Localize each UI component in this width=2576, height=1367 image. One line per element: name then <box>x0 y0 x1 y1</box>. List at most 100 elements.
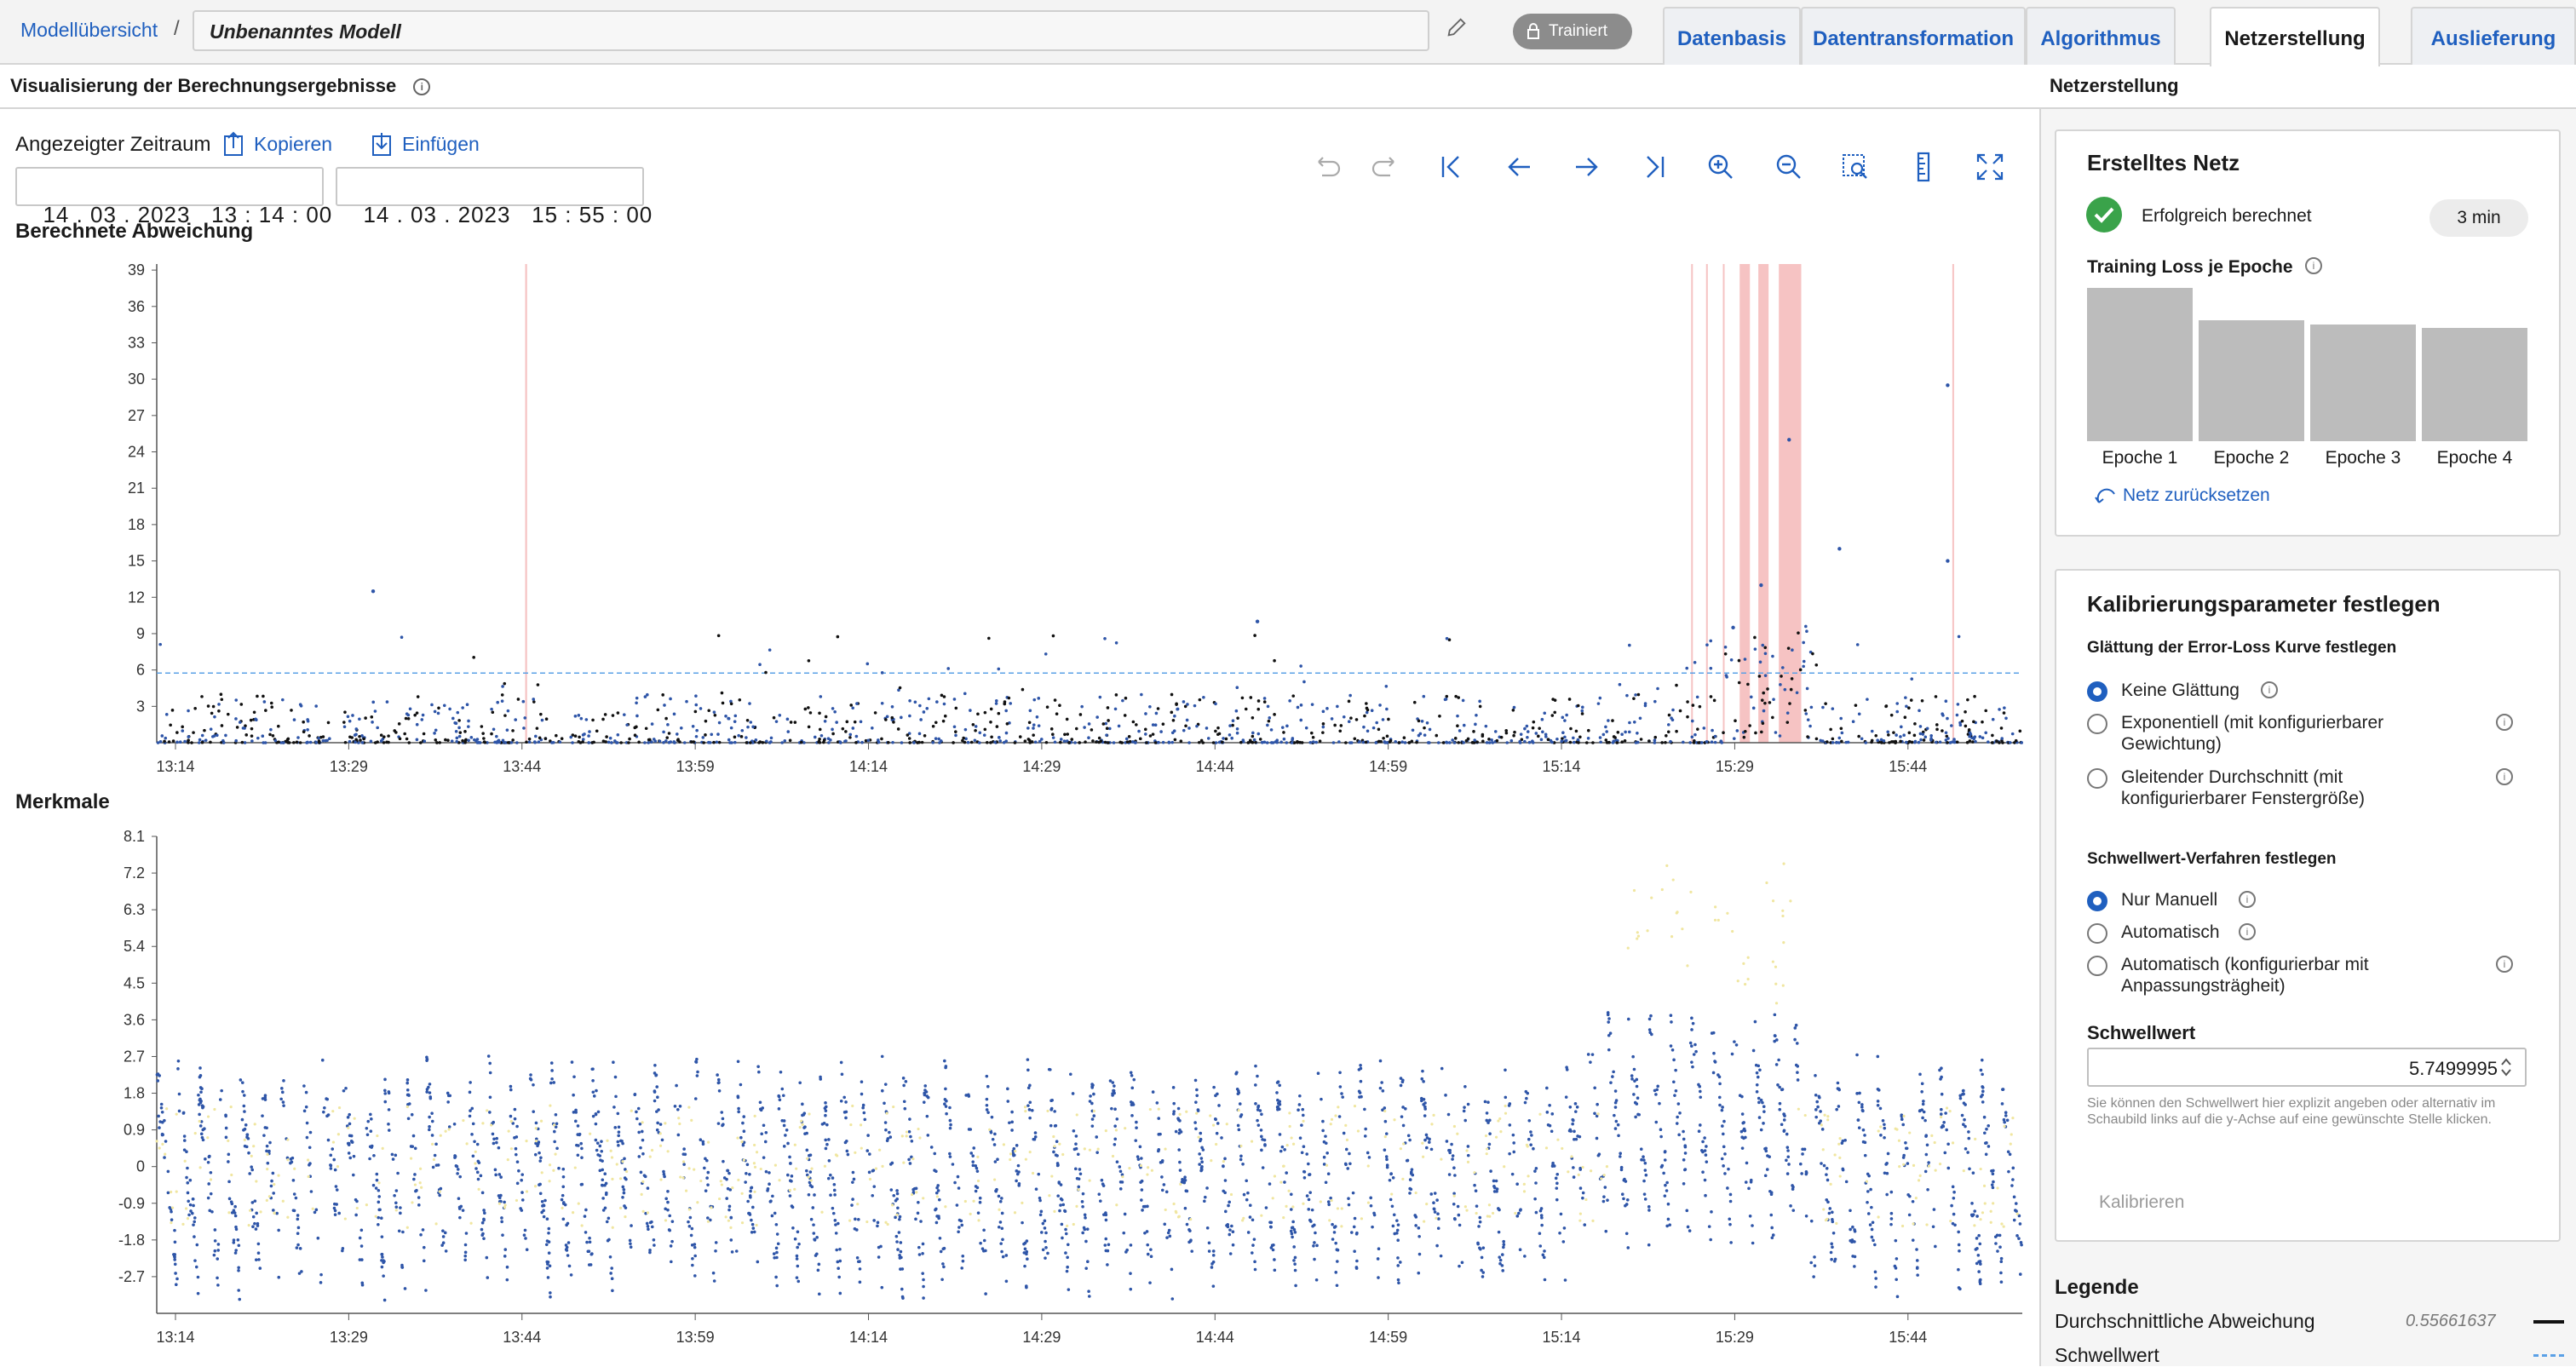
feature-point-secondary <box>720 1183 723 1186</box>
calibrate-button[interactable]: Kalibrieren <box>2099 1192 2185 1212</box>
radio-moving-average[interactable] <box>2087 768 2107 789</box>
radio-manual[interactable] <box>2087 891 2107 911</box>
feature-point <box>1999 1256 2004 1261</box>
features-chart[interactable]: 8.17.26.35.44.53.62.71.80.90-0.9-1.8-2.7… <box>0 818 2039 1366</box>
feature-point <box>1958 1287 1962 1291</box>
tab-datentransformation[interactable]: Datentransformation <box>1801 7 2026 65</box>
end-datetime-field[interactable]: 14 . 03 . 2023 15 : 55 : 00 <box>336 167 652 227</box>
feature-point <box>1860 1108 1865 1112</box>
feature-point <box>1300 1151 1304 1155</box>
deviation-point <box>295 740 299 744</box>
end-minute[interactable]: 55 <box>578 202 606 227</box>
end-year[interactable]: 2023 <box>457 202 511 227</box>
paste-icon[interactable] <box>371 131 394 157</box>
undo-icon[interactable] <box>1310 150 1344 184</box>
info-icon[interactable]: i <box>2496 956 2513 973</box>
tab-algorithmus[interactable]: Algorithmus <box>2026 7 2176 65</box>
feature-point <box>1498 1261 1502 1266</box>
redo-icon[interactable] <box>1368 150 1402 184</box>
deviation-point <box>1899 739 1902 744</box>
first-icon[interactable] <box>1435 150 1469 184</box>
deviation-point <box>919 718 923 721</box>
info-icon[interactable]: i <box>2261 681 2278 698</box>
start-year[interactable]: 2023 <box>137 202 191 227</box>
feature-point <box>807 1192 811 1197</box>
feature-point <box>2011 1166 2015 1170</box>
feature-point <box>2011 1178 2015 1181</box>
reset-net-button[interactable]: Netz zurücksetzen <box>2123 485 2270 505</box>
feature-point <box>895 1192 900 1196</box>
zoom-in-icon[interactable] <box>1704 150 1738 184</box>
radio-exponential[interactable] <box>2087 714 2107 734</box>
breadcrumb-model-overview[interactable]: Modellübersicht <box>20 19 158 41</box>
feature-point <box>182 1148 187 1152</box>
zoom-area-icon[interactable] <box>1838 150 1872 184</box>
start-datetime-field[interactable]: 14 . 03 . 2023 13 : 14 : 00 <box>15 167 331 227</box>
feature-point <box>957 1186 961 1190</box>
deviation-point <box>1855 643 1860 646</box>
feature-point <box>974 1189 978 1193</box>
info-icon[interactable]: i <box>413 78 431 96</box>
end-day[interactable]: 14 <box>363 202 390 227</box>
feature-point <box>1720 1157 1724 1161</box>
copy-button[interactable]: Kopieren <box>254 133 333 155</box>
deviation-point <box>1282 737 1286 741</box>
feature-point-secondary <box>810 1167 814 1170</box>
tab-auslieferung[interactable]: Auslieferung <box>2411 7 2576 65</box>
model-name-field[interactable]: Unbenanntes Modell <box>193 10 1429 51</box>
zoom-out-icon[interactable] <box>1772 150 1806 184</box>
deviation-point <box>451 716 455 721</box>
tab-datenbasis[interactable]: Datenbasis <box>1663 7 1801 65</box>
tab-netzerstellung[interactable]: Netzerstellung <box>2210 7 2380 66</box>
reset-icon[interactable] <box>2092 485 2119 506</box>
radio-no-smoothing[interactable] <box>2087 681 2107 702</box>
deviation-point <box>1537 734 1540 738</box>
feature-point <box>601 1159 604 1163</box>
info-icon[interactable]: i <box>2496 768 2513 785</box>
feature-point <box>775 1232 779 1236</box>
back-icon[interactable] <box>1503 150 1537 184</box>
feature-point <box>1078 1168 1082 1171</box>
info-icon[interactable]: i <box>2239 923 2256 940</box>
deviation-point <box>169 723 172 727</box>
feature-point-secondary <box>1636 937 1639 940</box>
feature-point <box>1436 1212 1440 1216</box>
forward-icon[interactable] <box>1569 150 1603 184</box>
start-second[interactable]: 00 <box>306 202 333 227</box>
pencil-icon[interactable] <box>1445 15 1469 39</box>
last-icon[interactable] <box>1637 150 1671 184</box>
copy-icon[interactable] <box>223 131 245 157</box>
end-month[interactable]: 03 <box>411 202 437 227</box>
info-icon[interactable]: i <box>2496 714 2513 731</box>
spinner-icon[interactable] <box>2499 1056 2513 1078</box>
paste-button[interactable]: Einfügen <box>402 133 480 155</box>
threshold-input[interactable]: 5.7499995 <box>2087 1048 2527 1087</box>
start-day[interactable]: 14 <box>43 202 70 227</box>
feature-point <box>1485 1111 1489 1115</box>
start-minute[interactable]: 14 <box>258 202 285 227</box>
start-hour[interactable]: 13 <box>211 202 239 227</box>
feature-point-secondary <box>1178 1112 1182 1116</box>
info-icon[interactable]: i <box>2239 891 2256 908</box>
feature-point <box>1256 1074 1259 1078</box>
start-month[interactable]: 03 <box>90 202 117 227</box>
info-icon[interactable]: i <box>2305 257 2322 274</box>
end-hour[interactable]: 15 <box>532 202 559 227</box>
feature-point <box>616 1111 620 1116</box>
feature-point <box>997 1194 1001 1198</box>
feature-point <box>308 1130 313 1134</box>
ruler-icon[interactable] <box>1906 150 1941 184</box>
feature-point <box>1259 1129 1263 1132</box>
radio-automatic-inertia[interactable] <box>2087 956 2107 976</box>
deviation-point <box>1138 737 1142 741</box>
feature-point <box>1643 1161 1647 1165</box>
feature-point <box>2015 1234 2019 1238</box>
deviation-point <box>838 740 842 744</box>
feature-point <box>1049 1099 1053 1103</box>
end-second[interactable]: 00 <box>626 202 653 227</box>
radio-automatic[interactable] <box>2087 923 2107 944</box>
fullscreen-icon[interactable] <box>1973 150 2007 184</box>
feature-point <box>1976 1253 1981 1257</box>
feature-point <box>1043 1226 1047 1230</box>
